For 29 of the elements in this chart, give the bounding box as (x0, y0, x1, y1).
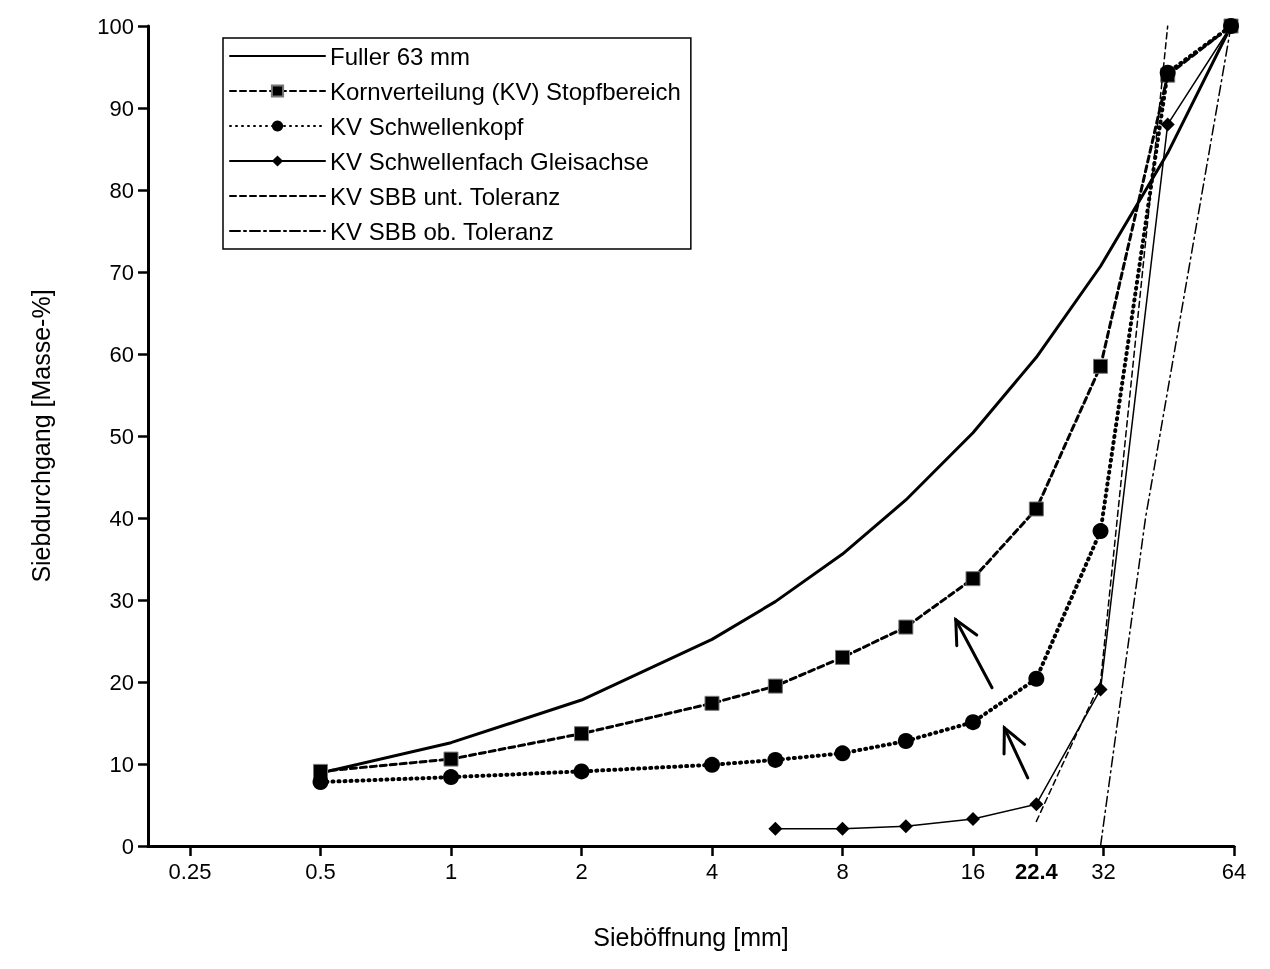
y-tick-label: 10 (109, 751, 134, 777)
x-tick-label: 1 (444, 858, 458, 884)
y-tick-label: 70 (109, 259, 134, 285)
x-axis-title: Sieböffnung [mm] (593, 922, 789, 951)
x-tick-label: 22.4 (1014, 858, 1059, 884)
x-tick-label: 0.5 (305, 858, 336, 884)
y-axis-title: Siebdurchgang [Masse-%] (26, 289, 55, 583)
legend-label: KV Schwellenfach Gleisachse (330, 147, 649, 175)
y-tick-label: 0 (121, 833, 134, 859)
legend-label: Fuller 63 mm (330, 42, 471, 70)
x-tick-label: 0.25 (168, 858, 212, 884)
y-tick-label: 60 (109, 341, 134, 367)
y-tick-label: 80 (109, 177, 134, 203)
x-tick-label: 2 (575, 858, 588, 884)
y-tick-label: 30 (109, 587, 134, 613)
x-tick-label: 16 (960, 858, 986, 884)
x-tick-label: 8 (836, 858, 849, 884)
legend-label: KV Schwellenkopf (330, 112, 524, 140)
y-tick-label: 20 (109, 669, 134, 695)
y-tick-label: 50 (109, 423, 134, 449)
x-tick-label: 4 (705, 858, 719, 884)
y-tick-label: 100 (97, 13, 134, 39)
legend-label: KV SBB ob. Toleranz (330, 217, 554, 245)
legend-label: KV SBB unt. Toleranz (330, 182, 561, 210)
x-tick-label: 64 (1221, 858, 1247, 884)
y-tick-label: 90 (109, 95, 134, 121)
x-tick-label: 32 (1091, 858, 1116, 884)
y-tick-label: 40 (109, 505, 134, 531)
legend-label: Kornverteilung (KV) Stopfbereich (330, 77, 681, 105)
